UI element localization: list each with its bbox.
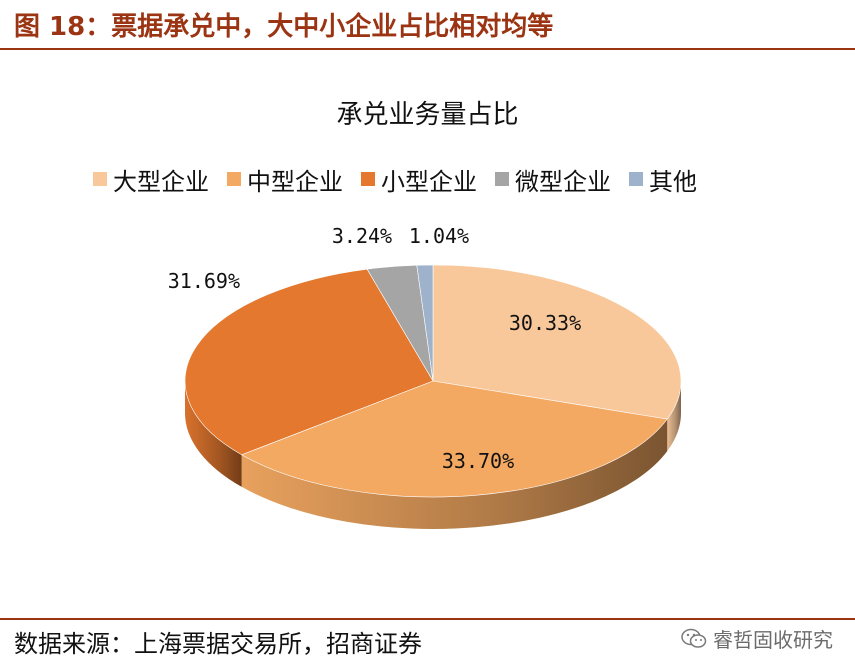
source-divider: [0, 618, 855, 620]
pie-side-shade-2: [185, 381, 242, 487]
legend-swatch: [495, 172, 509, 186]
data-label-0: 30.33%: [509, 311, 581, 335]
legend-swatch: [361, 172, 375, 186]
legend-swatch: [93, 172, 107, 186]
chart-title: 承兑业务量占比: [336, 100, 519, 130]
pie-tops: [184, 264, 682, 498]
legend-label: 其他: [649, 167, 697, 196]
pie-slice-4: [416, 264, 434, 382]
pie-side-shade-0: [667, 381, 681, 452]
legend-item-other: 其他: [629, 162, 697, 197]
wechat-icon: [681, 628, 707, 648]
legend-label: 中型企业: [247, 167, 343, 196]
data-label-4: 1.04%: [409, 224, 469, 248]
pie-sides: [185, 381, 681, 529]
data-label-1: 33.70%: [442, 449, 514, 473]
source-note: 数据来源：上海票据交易所，招商证券: [14, 630, 422, 658]
pie-slice-2: [184, 268, 434, 456]
legend-label: 大型企业: [113, 167, 209, 196]
figure-title: 图 18：票据承兑中，大中小企业占比相对均等: [14, 12, 554, 42]
chart-legend: 大型企业 中型企业 小型企业 微型企业 其他: [93, 162, 697, 197]
legend-label: 微型企业: [515, 167, 611, 196]
watermark: 睿哲固收研究: [681, 624, 833, 653]
watermark-text: 睿哲固收研究: [713, 628, 833, 652]
legend-item-medium: 中型企业: [227, 162, 343, 197]
pie-labels: 30.33% 33.70% 31.69% 3.24% 1.04%: [168, 224, 581, 473]
data-label-3: 3.24%: [332, 224, 392, 248]
pie-slice-1: [240, 380, 668, 498]
title-divider: [0, 48, 855, 50]
legend-swatch: [629, 172, 643, 186]
legend-swatch: [227, 172, 241, 186]
pie-slice-0: [432, 264, 682, 420]
legend-item-small: 小型企业: [361, 162, 477, 197]
legend-item-large: 大型企业: [93, 162, 209, 197]
pie-side-shade-1: [241, 419, 668, 529]
legend-label: 小型企业: [381, 167, 477, 196]
legend-item-micro: 微型企业: [495, 162, 611, 197]
data-label-2: 31.69%: [168, 269, 240, 293]
